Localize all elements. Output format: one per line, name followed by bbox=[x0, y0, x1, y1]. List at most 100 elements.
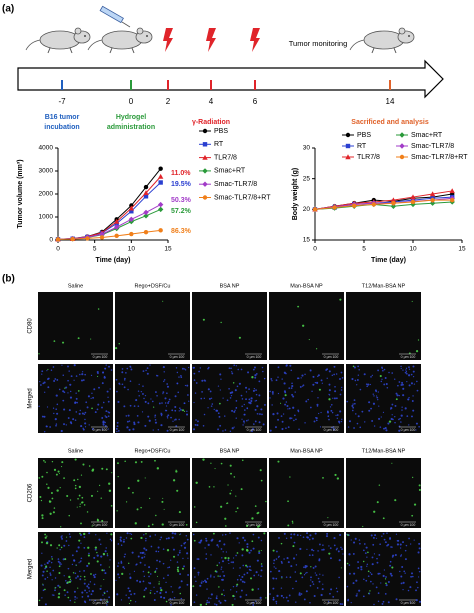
stain bbox=[74, 458, 77, 461]
nucleus bbox=[292, 395, 295, 398]
nucleus bbox=[52, 407, 55, 409]
stain bbox=[58, 592, 61, 595]
nucleus bbox=[352, 403, 354, 405]
stain bbox=[87, 554, 90, 557]
nucleus bbox=[69, 396, 73, 399]
nucleus bbox=[381, 367, 383, 370]
nucleus bbox=[124, 377, 126, 380]
nucleus bbox=[79, 578, 82, 581]
nucleus bbox=[174, 532, 177, 535]
nucleus bbox=[148, 575, 150, 578]
stain bbox=[175, 470, 178, 473]
nucleus bbox=[143, 534, 145, 536]
nucleus bbox=[402, 541, 404, 544]
nucleus bbox=[285, 401, 288, 403]
nucleus bbox=[294, 391, 296, 393]
nucleus bbox=[41, 552, 43, 554]
nucleus bbox=[317, 374, 320, 377]
nucleus bbox=[248, 568, 251, 571]
nucleus bbox=[250, 549, 252, 552]
nucleus bbox=[119, 536, 122, 539]
stain bbox=[74, 484, 77, 487]
nucleus bbox=[178, 376, 180, 378]
nucleus bbox=[93, 583, 96, 586]
stain bbox=[101, 569, 104, 572]
nucleus bbox=[243, 573, 246, 576]
stain bbox=[232, 382, 235, 384]
stain bbox=[80, 474, 83, 476]
stain bbox=[83, 532, 86, 536]
nucleus bbox=[219, 373, 222, 376]
nucleus bbox=[52, 569, 55, 572]
nucleus bbox=[41, 415, 44, 418]
nucleus bbox=[288, 594, 291, 597]
nucleus bbox=[92, 574, 95, 577]
nucleus bbox=[96, 370, 99, 374]
stain bbox=[47, 486, 50, 489]
nucleus bbox=[354, 413, 357, 415]
scale-bar-label: 0 μm 100 bbox=[401, 523, 416, 527]
stain bbox=[96, 560, 99, 563]
nucleus bbox=[195, 580, 197, 583]
nucleus bbox=[358, 589, 361, 592]
stain bbox=[109, 489, 111, 492]
nucleus bbox=[176, 382, 179, 385]
nucleus bbox=[144, 553, 146, 555]
nucleus bbox=[367, 383, 370, 386]
nucleus bbox=[175, 425, 178, 428]
nucleus bbox=[261, 413, 263, 416]
nucleus bbox=[390, 408, 392, 410]
nucleus bbox=[144, 395, 147, 397]
nucleus bbox=[314, 565, 317, 568]
stain bbox=[115, 347, 118, 350]
nucleus bbox=[317, 577, 320, 580]
nucleus bbox=[87, 595, 90, 598]
nucleus bbox=[280, 587, 283, 589]
nucleus bbox=[241, 418, 243, 420]
nucleus bbox=[178, 410, 180, 412]
nucleus bbox=[196, 558, 199, 560]
nucleus bbox=[218, 562, 221, 564]
stain bbox=[292, 522, 294, 524]
nucleus bbox=[83, 536, 86, 538]
nucleus bbox=[160, 415, 163, 417]
stain bbox=[110, 533, 113, 536]
nucleus bbox=[315, 419, 318, 422]
nucleus bbox=[170, 604, 172, 606]
nucleus bbox=[328, 370, 331, 373]
nucleus bbox=[103, 375, 106, 378]
nucleus bbox=[224, 415, 226, 417]
nucleus bbox=[215, 597, 218, 599]
nucleus bbox=[332, 428, 336, 431]
nucleus bbox=[356, 379, 359, 381]
stain bbox=[134, 461, 138, 464]
nucleus bbox=[74, 595, 77, 598]
nucleus bbox=[375, 537, 378, 539]
nucleus bbox=[378, 417, 381, 420]
nucleus bbox=[74, 598, 76, 600]
nucleus bbox=[276, 412, 279, 415]
nucleus bbox=[370, 534, 373, 537]
nucleus bbox=[295, 601, 297, 603]
nucleus bbox=[412, 365, 415, 368]
nucleus bbox=[342, 553, 344, 555]
nucleus bbox=[333, 537, 336, 540]
nucleus bbox=[177, 554, 180, 556]
nucleus bbox=[51, 594, 54, 596]
nucleus bbox=[399, 555, 402, 557]
nucleus bbox=[42, 589, 45, 592]
nucleus bbox=[277, 366, 280, 369]
nucleus bbox=[142, 580, 145, 583]
stain bbox=[110, 505, 113, 507]
micrograph bbox=[192, 532, 267, 606]
nucleus bbox=[313, 594, 316, 598]
stain bbox=[160, 589, 163, 592]
nucleus bbox=[417, 576, 420, 578]
nucleus bbox=[289, 364, 292, 367]
stain bbox=[230, 489, 232, 491]
nucleus bbox=[303, 574, 306, 576]
nucleus bbox=[272, 577, 275, 580]
nucleus bbox=[321, 382, 323, 384]
nucleus bbox=[148, 566, 151, 569]
nucleus bbox=[208, 597, 210, 599]
